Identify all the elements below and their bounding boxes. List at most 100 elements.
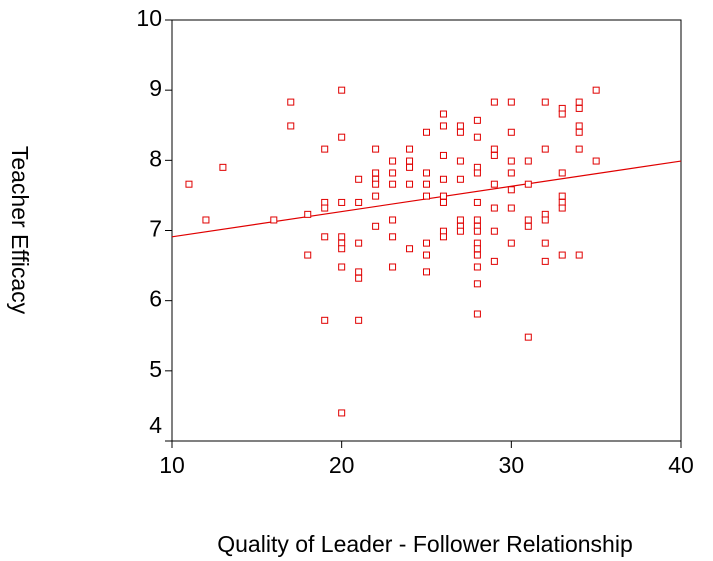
point	[439, 122, 447, 130]
point	[490, 227, 498, 235]
point	[473, 310, 481, 318]
point	[473, 216, 481, 224]
point	[541, 216, 549, 224]
point	[524, 157, 532, 165]
point	[507, 204, 515, 212]
point	[321, 204, 329, 212]
point	[321, 316, 329, 324]
point	[219, 163, 227, 171]
point	[389, 216, 397, 224]
x-tick-label: 40	[668, 452, 694, 478]
point	[355, 268, 363, 276]
point	[473, 163, 481, 171]
point	[575, 122, 583, 130]
point	[558, 192, 566, 200]
y-tick-label: 4	[149, 412, 162, 438]
point	[507, 169, 515, 177]
point	[575, 128, 583, 136]
point	[507, 98, 515, 106]
point	[439, 192, 447, 200]
point	[439, 151, 447, 159]
point	[490, 204, 498, 212]
point	[423, 239, 430, 247]
point	[473, 280, 481, 288]
point	[372, 192, 380, 200]
point	[423, 192, 430, 200]
point	[270, 216, 278, 224]
point	[389, 157, 397, 165]
point	[592, 157, 600, 165]
point	[321, 145, 329, 153]
point	[456, 157, 464, 165]
point	[406, 245, 414, 253]
x-tick-label: 10	[159, 452, 185, 478]
point	[439, 175, 447, 183]
point	[490, 145, 498, 153]
point	[338, 239, 346, 247]
point	[304, 210, 312, 218]
point	[185, 180, 193, 188]
point	[389, 169, 397, 177]
point	[473, 251, 481, 259]
point	[507, 186, 515, 194]
point	[304, 251, 312, 259]
point	[575, 104, 583, 112]
point	[490, 151, 498, 159]
point	[389, 180, 397, 188]
point	[558, 204, 566, 212]
point	[524, 222, 532, 230]
point	[338, 233, 346, 241]
point	[338, 86, 346, 94]
point	[406, 163, 414, 171]
point	[406, 180, 414, 188]
point	[372, 180, 380, 188]
point	[439, 233, 447, 241]
point	[558, 251, 566, 259]
point	[473, 116, 481, 124]
point	[355, 175, 363, 183]
point	[541, 98, 549, 106]
point	[372, 169, 380, 177]
y-tick-label: 6	[149, 286, 162, 312]
point	[473, 227, 481, 235]
point	[456, 128, 464, 136]
point	[338, 409, 346, 417]
point	[558, 104, 566, 112]
point	[406, 157, 414, 165]
plot-frame	[171, 19, 682, 442]
point	[507, 239, 515, 247]
point	[338, 133, 346, 141]
x-tick-label: 20	[329, 452, 355, 478]
point	[338, 263, 346, 271]
point	[338, 245, 346, 253]
y-axis-label: Teacher Efficacy	[7, 146, 33, 315]
point	[202, 216, 210, 224]
point	[541, 239, 549, 247]
point	[389, 233, 397, 241]
point	[287, 98, 295, 106]
point	[473, 245, 481, 253]
point	[456, 216, 464, 224]
point	[321, 198, 329, 206]
point	[507, 128, 515, 136]
point	[355, 239, 363, 247]
y-tick-label: 9	[149, 75, 162, 101]
point	[524, 180, 532, 188]
point	[355, 198, 363, 206]
point	[473, 263, 481, 271]
point	[355, 316, 363, 324]
point	[524, 216, 532, 224]
point	[423, 180, 430, 188]
point	[423, 268, 430, 276]
point	[558, 110, 566, 118]
point	[389, 263, 397, 271]
point	[524, 333, 532, 341]
point	[473, 239, 481, 247]
point	[473, 133, 481, 141]
point	[456, 122, 464, 130]
point	[490, 257, 498, 265]
point	[406, 145, 414, 153]
point	[287, 122, 295, 130]
point	[338, 198, 346, 206]
